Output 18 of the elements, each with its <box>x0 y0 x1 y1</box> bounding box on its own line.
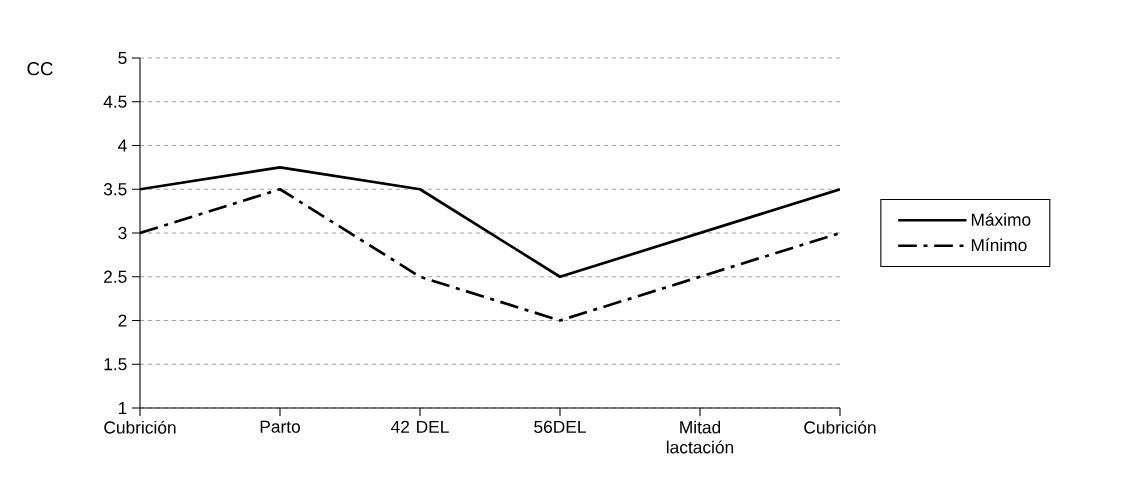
y-axis-title: CC <box>27 62 53 76</box>
x-tick-label: Parto <box>260 420 300 433</box>
x-tick-label: Cubrición <box>804 420 876 434</box>
y-tick-label: 3 <box>118 226 127 240</box>
y-tick-label: 1 <box>118 402 127 414</box>
y-tick-label: 2.5 <box>104 270 127 283</box>
y-tick-label: 4 <box>118 139 127 152</box>
x-tick-label: Mitad lactación <box>666 420 734 454</box>
x-tick-label: 56DEL <box>534 420 586 433</box>
y-tick-label: 2 <box>118 314 127 327</box>
x-tick-label: 42 DEL <box>391 420 449 433</box>
y-tick-label: 3.5 <box>103 183 127 196</box>
x-tick-label: Cubrición <box>104 420 176 434</box>
y-tick-label: 5 <box>118 51 127 65</box>
legend-label: Mínimo <box>971 238 1027 252</box>
legend-label: Máximo <box>971 212 1031 226</box>
y-tick-label: 4.5 <box>103 95 127 108</box>
y-tick-label: 1.5 <box>104 358 127 371</box>
